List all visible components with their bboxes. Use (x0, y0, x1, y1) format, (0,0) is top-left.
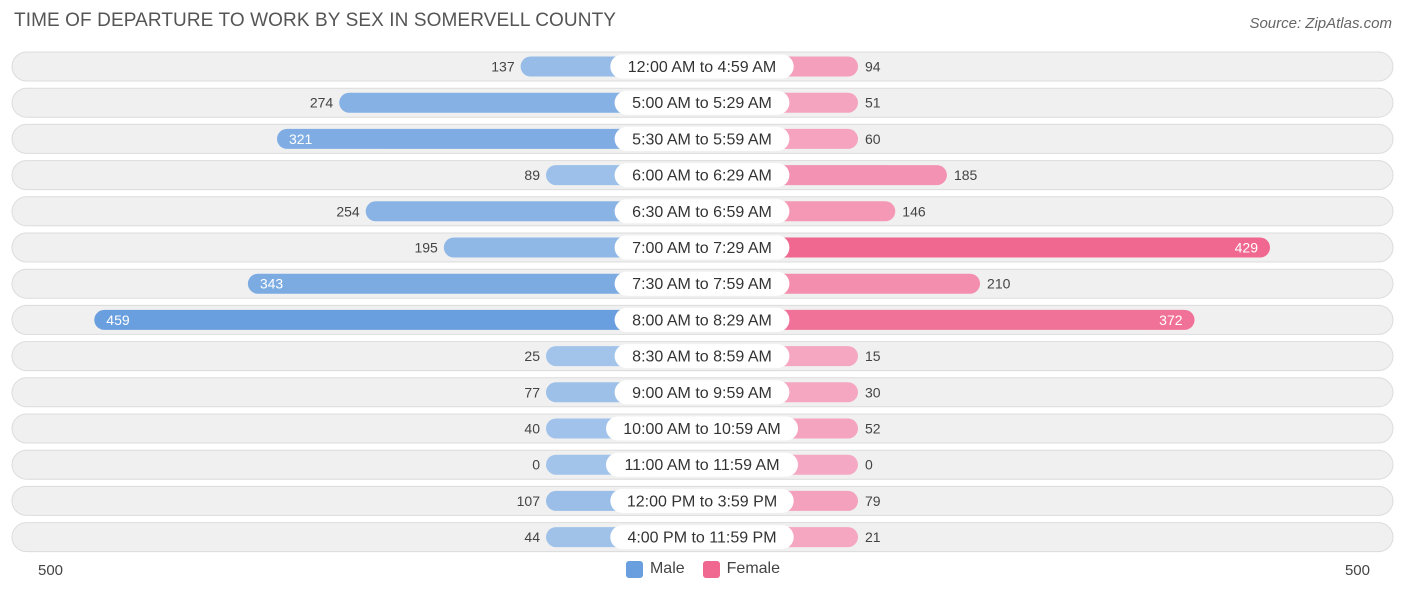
category-label: 11:00 AM to 11:59 AM (624, 457, 779, 474)
category-pill (606, 416, 798, 441)
value-label-male: 107 (517, 493, 541, 509)
value-label-male: 459 (106, 312, 130, 328)
bar-male (276, 128, 702, 149)
legend-male-label: Male (649, 560, 685, 577)
category-pill (610, 54, 794, 79)
category-pill (614, 90, 790, 115)
value-label-male: 40 (524, 421, 540, 437)
category-label: 6:30 AM to 6:59 AM (632, 204, 772, 221)
bar-male (94, 309, 702, 330)
male-swatch (625, 560, 643, 578)
value-label-male: 195 (414, 240, 438, 256)
value-label-female: 94 (865, 59, 881, 75)
legend: Male Female (0, 560, 1406, 578)
category-label: 8:00 AM to 8:29 AM (632, 312, 772, 329)
category-pill (610, 525, 794, 550)
value-label-female: 51 (865, 95, 881, 111)
category-label: 5:00 AM to 5:29 AM (632, 95, 772, 112)
category-label: 7:00 AM to 7:29 AM (632, 240, 772, 257)
value-label-female: 210 (987, 276, 1011, 292)
category-pill (614, 199, 790, 224)
category-label: 12:00 PM to 3:59 PM (627, 493, 777, 510)
value-label-female: 52 (865, 421, 881, 437)
bar-female (702, 237, 1270, 258)
source-label: Source: ZipAtlas.com (1249, 15, 1392, 32)
value-label-female: 60 (865, 131, 881, 147)
value-label-male: 25 (524, 348, 540, 364)
axis-left-label: 500 (38, 562, 64, 579)
category-pill (606, 452, 798, 477)
category-pill (614, 126, 790, 151)
female-swatch (702, 560, 720, 578)
value-label-female: 429 (1235, 240, 1259, 256)
value-label-male: 343 (260, 276, 284, 292)
value-label-female: 0 (865, 457, 873, 473)
category-label: 7:30 AM to 7:59 AM (632, 276, 772, 293)
category-pill (614, 380, 790, 405)
category-label: 4:00 PM to 11:59 PM (627, 530, 776, 547)
category-label: 5:30 AM to 5:59 AM (632, 131, 772, 148)
value-label-female: 372 (1159, 312, 1183, 328)
category-pill (610, 488, 794, 513)
value-label-male: 137 (491, 59, 515, 75)
category-label: 10:00 AM to 10:59 AM (623, 421, 780, 438)
value-label-female: 146 (902, 203, 926, 219)
value-label-female: 79 (865, 493, 881, 509)
legend-item-male: Male (625, 560, 685, 578)
category-pill (614, 307, 790, 332)
category-pill (614, 163, 790, 188)
chart-title: TIME OF DEPARTURE TO WORK BY SEX IN SOME… (14, 10, 617, 31)
value-label-male: 89 (524, 167, 540, 183)
value-label-male: 44 (524, 529, 540, 545)
category-label: 9:00 AM to 9:59 AM (632, 385, 772, 402)
value-label-male: 77 (524, 384, 540, 400)
value-label-male: 321 (289, 131, 313, 147)
category-label: 12:00 AM to 4:59 AM (628, 59, 777, 76)
value-label-female: 15 (865, 348, 881, 364)
bar-male (339, 92, 702, 113)
legend-item-female: Female (702, 560, 781, 578)
category-label: 8:30 AM to 8:59 AM (632, 349, 772, 366)
value-label-male: 274 (310, 95, 334, 111)
category-pill (614, 344, 790, 369)
bar-male (247, 273, 703, 294)
axis-right-label: 500 (1344, 562, 1370, 579)
value-label-female: 21 (865, 529, 881, 545)
value-label-female: 30 (865, 384, 881, 400)
value-label-male: 0 (532, 457, 540, 473)
legend-female-label: Female (726, 560, 781, 577)
value-label-male: 254 (336, 203, 360, 219)
category-pill (614, 271, 790, 296)
value-label-female: 185 (954, 167, 978, 183)
category-label: 6:00 AM to 6:29 AM (632, 168, 772, 185)
bar-female (702, 309, 1195, 330)
category-pill (614, 235, 790, 260)
